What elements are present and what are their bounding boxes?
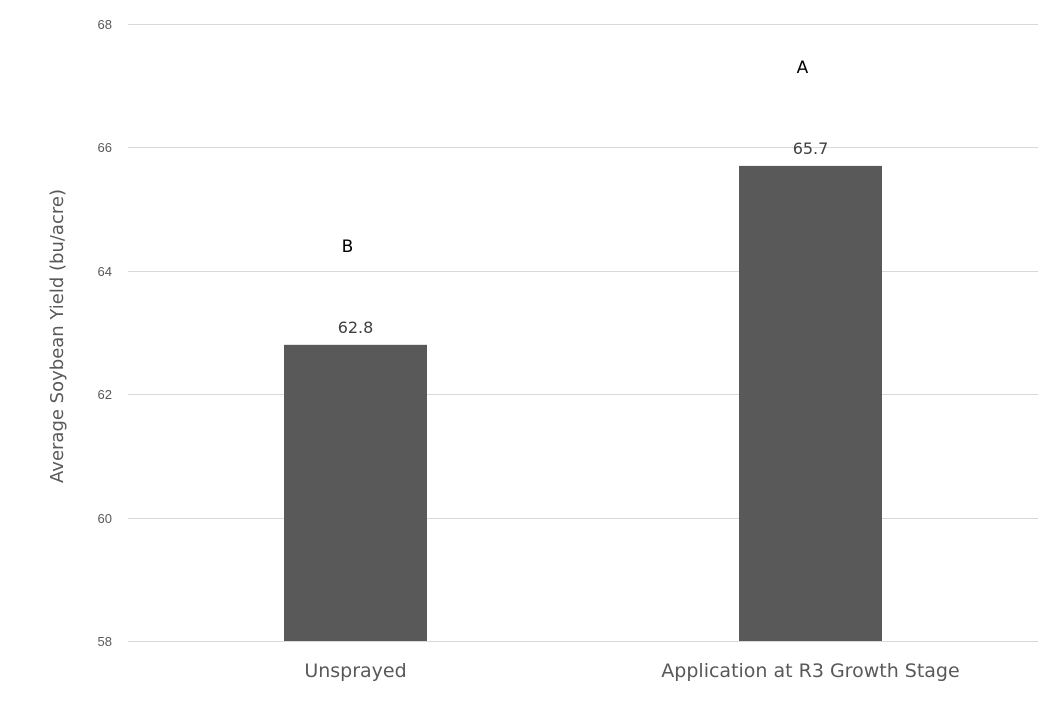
y-tick-label: 64 bbox=[98, 264, 112, 279]
y-tick-label: 60 bbox=[98, 511, 112, 526]
y-tick-label: 58 bbox=[98, 634, 112, 649]
y-tick-label: 66 bbox=[98, 140, 112, 155]
data-label: 62.8 bbox=[338, 318, 374, 337]
y-axis-ticks: 58 60 62 64 66 68 bbox=[98, 17, 112, 649]
x-category-label: Unsprayed bbox=[304, 660, 406, 682]
data-labels: 62.8 B 65.7 A bbox=[338, 58, 829, 337]
y-tick-label: 62 bbox=[98, 387, 112, 402]
y-tick-label: 68 bbox=[98, 17, 112, 32]
x-axis-categories: Unsprayed Application at R3 Growth Stage bbox=[304, 660, 959, 682]
significance-letter: A bbox=[797, 58, 809, 78]
bar-2 bbox=[739, 165, 882, 641]
data-label: 65.7 bbox=[793, 139, 829, 158]
bar-1 bbox=[284, 344, 427, 641]
gridlines bbox=[128, 24, 1038, 642]
y-axis-title: Average Soybean Yield (bu/acre) bbox=[47, 189, 68, 483]
bars bbox=[284, 165, 882, 641]
x-category-label: Application at R3 Growth Stage bbox=[661, 660, 959, 682]
significance-letter: B bbox=[342, 237, 354, 257]
